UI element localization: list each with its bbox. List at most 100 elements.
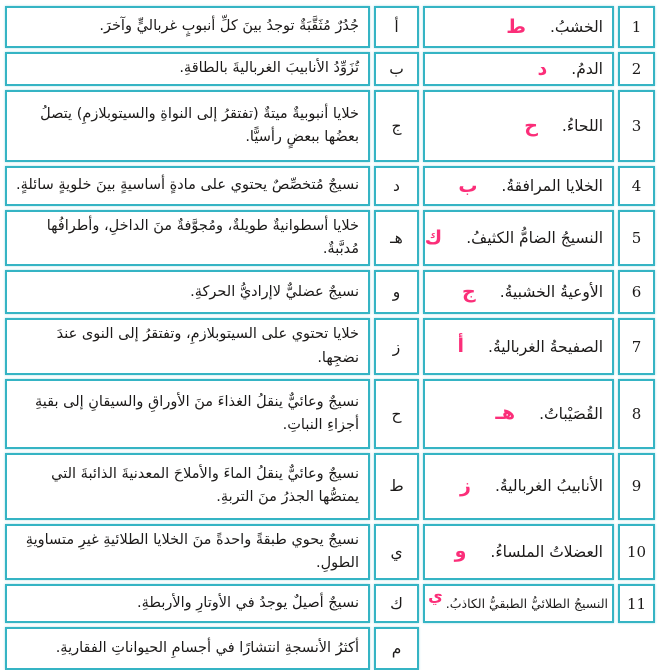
term-cell: الأنابيبُ الغرباليةُ. ز [423, 452, 614, 520]
term-label: الأوعيةُ الخشبيةُ. [499, 283, 603, 302]
term-cell: الخلايا المرافقةُ. ب [423, 166, 614, 206]
item-number: 3 [631, 117, 642, 135]
term-label: الدمُ. [571, 60, 603, 78]
definition-cell: أكثرُ الأنسجةِ انتشارًا في أجسامِ الحيوا… [5, 627, 370, 670]
term-cell: العضلاتُ الملساءُ. و [423, 523, 614, 581]
item-number-cell [618, 627, 655, 670]
option-letter-cell: هـ [374, 210, 419, 267]
item-number-cell: 11 [618, 584, 655, 624]
item-number: 8 [631, 404, 642, 423]
option-letter-cell: ز [374, 318, 419, 375]
definition-cell: تُزَوِّدُ الأنابيبَ الغرباليةَ بالطاقةِ. [5, 52, 370, 86]
option-letter-cell: ح [374, 378, 419, 449]
answer-letter: أ [457, 335, 465, 358]
item-number-cell: 2 [618, 52, 655, 86]
option-letter: ك [390, 594, 403, 613]
option-letter-cell: د [374, 166, 419, 206]
item-number-cell: 9 [618, 452, 655, 520]
option-letter: أ [394, 18, 399, 36]
definition-text: نسيجٌ عضليٌّ لاإراديُّ الحركةِ. [190, 283, 359, 300]
item-number-cell: 3 [618, 90, 655, 162]
answer-letter: ج [462, 280, 476, 303]
matching-table: 1 الخشبُ. ط أ جُدُرٌ مُثَقَّبَةٌ توجدُ ب… [5, 6, 655, 670]
definition-text: أكثرُ الأنسجةِ انتشارًا في أجسامِ الحيوا… [55, 640, 359, 657]
term-label: الصفيحةُ الغرباليةُ. [488, 337, 603, 356]
item-number: 2 [631, 60, 642, 78]
answer-letter: ي [428, 585, 443, 605]
term-label: النسيجُ الضامُّ الكثيفُ. [466, 229, 603, 248]
term-cell: الخشبُ. ط [423, 6, 614, 48]
option-letter-cell: ب [374, 52, 419, 86]
term-cell: الأوعيةُ الخشبيةُ. ج [423, 270, 614, 315]
option-letter: ط [389, 477, 404, 496]
term-label: الخلايا المرافقةُ. [501, 177, 603, 195]
definition-text: نسيجٌ يحوي طبقةً واحدةً منَ الخلايا الطل… [25, 531, 359, 571]
item-number: 4 [631, 177, 642, 195]
definition-text: جُدُرٌ مُثَقَّبَةٌ توجدُ بينَ كلِّ أنبوب… [99, 18, 359, 35]
option-letter: ح [391, 404, 402, 423]
item-number-cell: 1 [618, 6, 655, 48]
item-number-cell: 10 [618, 523, 655, 581]
option-letter-cell: و [374, 270, 419, 315]
definition-cell: خلايا أنبوبيةٌ ميتةٌ (تفتقرُ إلى النواةِ… [5, 90, 370, 162]
item-number-cell: 4 [618, 166, 655, 206]
definition-text: تُزَوِّدُ الأنابيبَ الغرباليةَ بالطاقةِ. [179, 60, 359, 77]
option-letter-cell: ي [374, 523, 419, 581]
answer-letter: هـ [495, 402, 516, 425]
answer-letter: د [537, 57, 548, 80]
option-letter: ي [390, 542, 403, 561]
definition-cell: خلايا أسطوانيةٌ طويلةٌ، ومُجوَّفةٌ منَ ا… [5, 210, 370, 267]
item-number: 9 [631, 477, 642, 496]
item-number: 10 [626, 542, 647, 561]
definition-cell: نسيجٌ وعائيٌّ ينقلُ الماءَ والأملاحَ الم… [5, 452, 370, 520]
answer-letter: ب [458, 174, 478, 197]
item-number-cell: 8 [618, 378, 655, 449]
answer-letter: ك [424, 226, 443, 249]
answer-letter: ز [459, 474, 471, 497]
option-letter: ج [391, 117, 402, 135]
item-number-cell: 5 [618, 210, 655, 267]
definition-cell: نسيجٌ عضليٌّ لاإراديُّ الحركةِ. [5, 270, 370, 315]
option-letter: د [393, 177, 400, 195]
option-letter: هـ [390, 229, 403, 248]
option-letter-cell: ط [374, 452, 419, 520]
term-label: الأنابيبُ الغرباليةُ. [494, 477, 603, 496]
term-label: العضلاتُ الملساءُ. [490, 542, 603, 561]
answer-letter: ح [524, 114, 538, 137]
option-letter: م [391, 639, 402, 658]
term-cell: الدمُ. د [423, 52, 614, 86]
option-letter: ز [392, 337, 401, 356]
definition-cell: جُدُرٌ مُثَقَّبَةٌ توجدُ بينَ كلِّ أنبوب… [5, 6, 370, 48]
item-number: 1 [631, 18, 642, 36]
term-label: القُصَيْباتُ. [539, 404, 603, 423]
option-letter: و [392, 283, 401, 302]
definition-cell: نسيجٌ أصيلٌ يوجدُ في الأوتارِ والأربطةِ. [5, 584, 370, 624]
option-letter-cell: م [374, 627, 419, 670]
option-letter-cell: أ [374, 6, 419, 48]
item-number: 7 [631, 337, 642, 356]
definition-text: خلايا أنبوبيةٌ ميتةٌ (تفتقرُ إلى النواةِ… [40, 105, 359, 145]
term-label: اللحاءُ. [561, 117, 603, 135]
item-number: 11 [626, 594, 647, 613]
definition-text: نسيجٌ وعائيٌّ ينقلُ الماءَ والأملاحَ الم… [51, 466, 359, 506]
term-label: النسيجُ الطلائيُّ الطبقيُّ الكاذبُ. [445, 596, 608, 612]
option-letter-cell: ج [374, 90, 419, 162]
definition-cell: نسيجٌ وعائيٌّ ينقلُ الغذاءَ منَ الأوراقِ… [5, 378, 370, 449]
answer-letter: ط [506, 15, 526, 38]
term-cell: الصفيحةُ الغرباليةُ. أ [423, 318, 614, 375]
term-cell: القُصَيْباتُ. هـ [423, 378, 614, 449]
answer-letter: و [454, 540, 467, 563]
term-cell: اللحاءُ. ح [423, 90, 614, 162]
term-cell: النسيجُ الضامُّ الكثيفُ. ك [423, 210, 614, 267]
item-number-cell: 6 [618, 270, 655, 315]
item-number: 5 [631, 229, 642, 248]
term-cell [423, 627, 614, 670]
definition-cell: نسيجٌ يحوي طبقةً واحدةً منَ الخلايا الطل… [5, 523, 370, 581]
item-number: 6 [631, 283, 642, 302]
term-label: الخشبُ. [549, 18, 603, 36]
worksheet-page: 1 الخشبُ. ط أ جُدُرٌ مُثَقَّبَةٌ توجدُ ب… [5, 6, 655, 670]
term-cell: النسيجُ الطلائيُّ الطبقيُّ الكاذبُ. ي [423, 584, 614, 624]
option-letter-cell: ك [374, 584, 419, 624]
definition-cell: نسيجٌ مُتخصِّصٌ يحتوي على مادةٍ أساسيةٍ … [5, 166, 370, 206]
definition-text: خلايا تحتوي على السيتوبلازمِ، وتفتقرُ إل… [56, 326, 359, 366]
